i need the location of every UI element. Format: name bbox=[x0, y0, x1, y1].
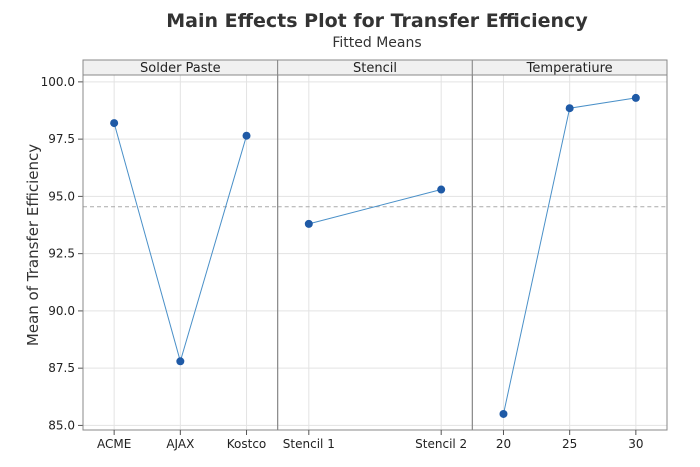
y-tick-label: 87.5 bbox=[48, 361, 75, 375]
chart-subtitle: Fitted Means bbox=[332, 35, 421, 51]
x-tick-label: 30 bbox=[628, 437, 643, 451]
x-tick-label: AJAX bbox=[166, 437, 194, 451]
data-point bbox=[176, 357, 185, 366]
y-axis-label: Mean of Transfer Efficiency bbox=[24, 144, 42, 346]
data-point bbox=[565, 104, 574, 113]
x-tick-label: Stencil 2 bbox=[415, 437, 467, 451]
y-tick-label: 100.0 bbox=[41, 75, 75, 89]
data-point bbox=[242, 131, 251, 140]
chart-title: Main Effects Plot for Transfer Efficienc… bbox=[166, 10, 588, 32]
panel-strip-label: Temperatiure bbox=[526, 61, 613, 76]
x-tick-label: Kostco bbox=[227, 437, 267, 451]
x-tick-label: 20 bbox=[496, 437, 511, 451]
y-tick-label: 95.0 bbox=[48, 189, 75, 203]
data-point bbox=[437, 185, 446, 194]
x-tick-label: Stencil 1 bbox=[283, 437, 335, 451]
y-tick-label: 90.0 bbox=[48, 304, 75, 318]
plot-area: 85.0 87.5 90.0 92.5 95.0 97.5 100.0 Solder Past… bbox=[41, 59, 668, 451]
y-tick-label: 85.0 bbox=[48, 418, 75, 432]
data-point bbox=[110, 119, 119, 128]
panel-strip-label: Solder Paste bbox=[140, 61, 221, 76]
y-tick-label: 97.5 bbox=[48, 132, 75, 146]
panel-frame bbox=[277, 74, 473, 431]
x-tick-label: ACME bbox=[97, 437, 131, 451]
data-point bbox=[304, 219, 313, 228]
data-point bbox=[631, 93, 640, 102]
series-line bbox=[308, 189, 442, 225]
y-tick-label: 92.5 bbox=[48, 247, 75, 261]
data-point bbox=[499, 409, 508, 418]
panel-strip-label: Stencil bbox=[353, 61, 397, 76]
x-tick-label: 25 bbox=[562, 437, 577, 451]
